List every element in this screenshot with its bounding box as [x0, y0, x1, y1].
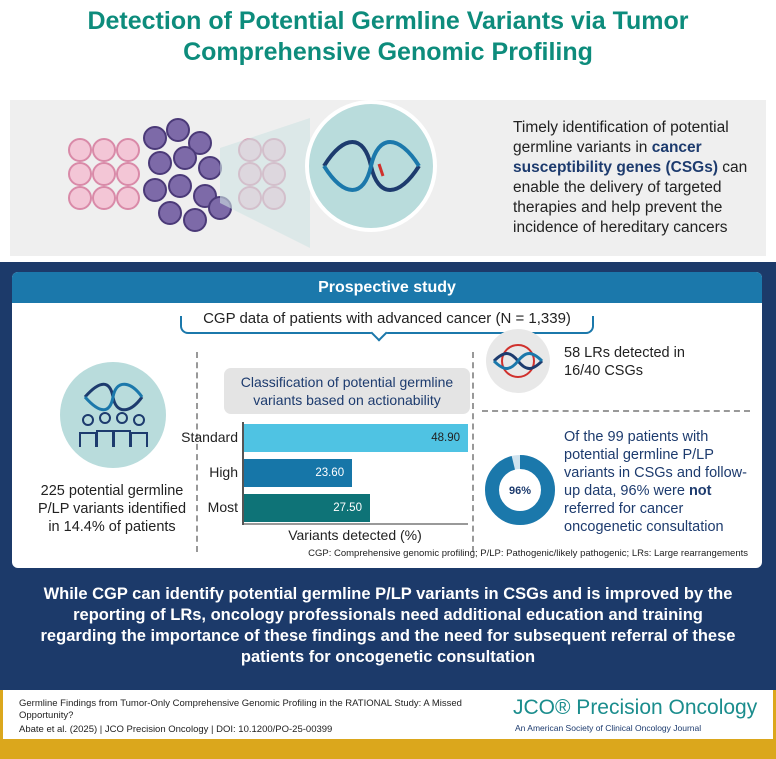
patients-dna-icon: [60, 362, 166, 468]
x-axis-label: Variants detected (%): [288, 527, 422, 543]
citation: Abate et al. (2025) | JCO Precision Onco…: [19, 724, 333, 735]
page-title: Detection of Potential Germline Variants…: [87, 7, 689, 66]
study-header: Prospective study: [12, 272, 762, 303]
referral-text: referred for cancer oncogenetic consulta…: [564, 501, 724, 535]
intro-text-part: can enable the delivery of targeted ther…: [513, 159, 748, 236]
referral-donut: 96%: [485, 455, 555, 525]
category-label: Most: [207, 499, 238, 515]
footer-band: [0, 742, 776, 759]
article-title: Germline Findings from Tumor-Only Compre…: [19, 698, 462, 721]
x-axis: [242, 523, 468, 525]
category-label: High: [209, 464, 238, 480]
footnote: CGP: Comprehensive genomic profiling; P/…: [308, 548, 748, 559]
y-axis: [242, 422, 244, 525]
bar-value-label: 48.90: [431, 432, 460, 444]
bar-high: 23.60: [244, 459, 353, 487]
study-card: Prospective study CGP data of patients w…: [12, 272, 762, 568]
donut-label: 96%: [509, 485, 531, 497]
bar-standard: 48.90: [244, 424, 468, 452]
referral-not: not: [688, 483, 712, 499]
study-section: Prospective study CGP data of patients w…: [0, 262, 776, 576]
intro-panel: Timely identification of potential germl…: [10, 100, 766, 256]
divider: [482, 410, 750, 412]
referral-stat: Of the 99 patients with potential germli…: [564, 428, 759, 536]
journal-logo: JCO® Precision Oncology: [513, 696, 758, 719]
large-rearrangement-icon: [486, 329, 550, 393]
lr-stat: 58 LRs detected in 16/40 CSGs: [564, 345, 685, 379]
journal-subtitle: An American Society of Clinical Oncology…: [515, 723, 702, 733]
conclusion: While CGP can identify potential germlin…: [0, 576, 776, 690]
dna-icon: [322, 140, 421, 192]
bar-value-label: 27.50: [333, 502, 362, 514]
intro-text: Timely identification of potential germl…: [513, 118, 753, 238]
divider: [196, 352, 198, 552]
cohort-label: CGP data of patients with advanced cance…: [182, 310, 592, 327]
bar-most: 27.50: [244, 494, 370, 522]
intro-text-part: Timely identification of potential germl…: [513, 119, 729, 156]
referral-text: Of the 99 patients with potential germli…: [564, 429, 747, 499]
bar-chart: Standard 48.90 High 23.60 Most 27.50: [181, 422, 468, 542]
germline-variants-stat: 225 potential germline P/LP variants ide…: [37, 483, 187, 535]
chart-title: Classification of potential germline var…: [224, 368, 470, 414]
tumor-cells-illustration: [68, 118, 310, 248]
divider: [472, 352, 474, 552]
bar-value-label: 23.60: [315, 467, 345, 479]
csg-highlight: cancer susceptibility genes (CSGs): [513, 139, 718, 176]
category-label: Standard: [181, 429, 238, 445]
dna-magnifier-circle: [305, 100, 437, 232]
footer: Germline Findings from Tumor-Only Compre…: [0, 690, 776, 742]
